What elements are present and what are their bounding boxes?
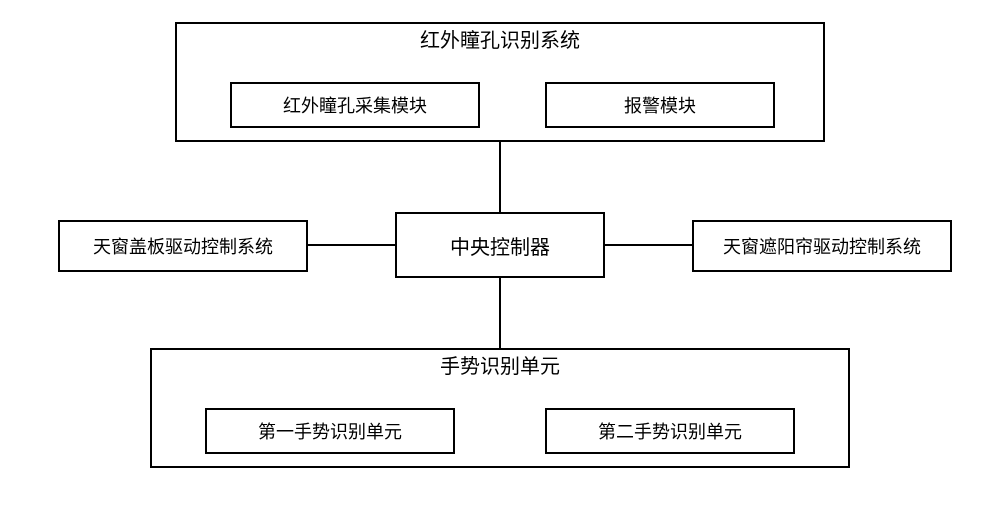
edge-top-center [499, 142, 501, 212]
bottom-child-left-label: 第一手势识别单元 [258, 418, 402, 444]
edge-center-right [605, 244, 692, 246]
diagram-canvas: 红外瞳孔识别系统 红外瞳孔采集模块 报警模块 天窗盖板驱动控制系统 中央控制器 … [0, 0, 1000, 512]
center-box: 中央控制器 [395, 212, 605, 278]
top-child-right: 报警模块 [545, 82, 775, 128]
left-box: 天窗盖板驱动控制系统 [58, 220, 308, 272]
top-child-right-label: 报警模块 [624, 92, 696, 118]
center-box-label: 中央控制器 [450, 231, 550, 260]
top-container-title: 红外瞳孔识别系统 [177, 24, 823, 53]
edge-left-center [308, 244, 395, 246]
left-box-label: 天窗盖板驱动控制系统 [93, 233, 273, 259]
bottom-child-right: 第二手势识别单元 [545, 408, 795, 454]
top-child-left: 红外瞳孔采集模块 [230, 82, 480, 128]
top-child-left-label: 红外瞳孔采集模块 [283, 92, 427, 118]
bottom-child-left: 第一手势识别单元 [205, 408, 455, 454]
right-box-label: 天窗遮阳帘驱动控制系统 [723, 233, 921, 259]
bottom-child-right-label: 第二手势识别单元 [598, 418, 742, 444]
right-box: 天窗遮阳帘驱动控制系统 [692, 220, 952, 272]
bottom-container-title: 手势识别单元 [152, 350, 848, 379]
edge-center-bottom [499, 278, 501, 348]
